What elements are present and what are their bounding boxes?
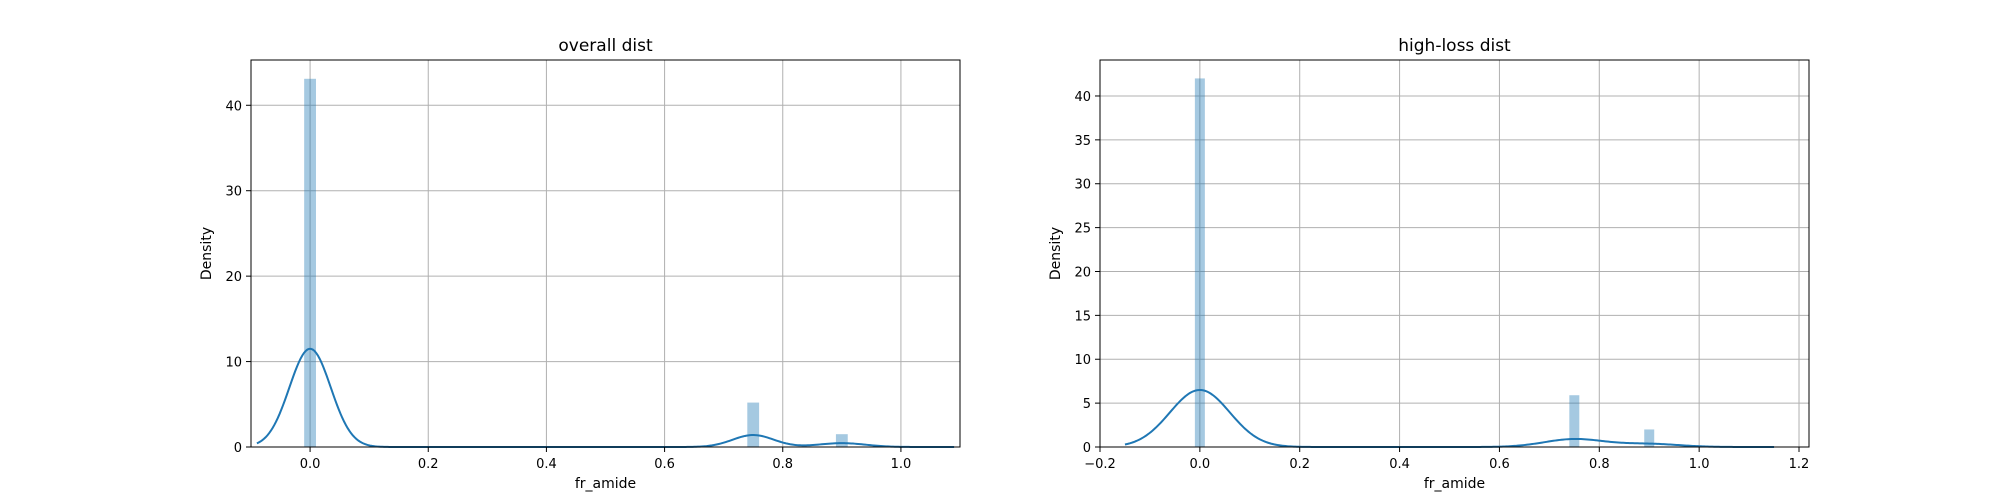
y-tick-label: 40	[225, 99, 242, 114]
y-tick-label: 10	[1074, 353, 1091, 368]
y-tick-label: 25	[1074, 222, 1091, 237]
y-tick-label: 30	[1074, 178, 1091, 193]
y-tick-label: 20	[225, 270, 242, 285]
histogram-bar	[835, 434, 848, 447]
y-tick-label: 5	[1083, 397, 1091, 412]
y-tick-label: 20	[1074, 265, 1091, 280]
chart-title: overall dist	[558, 36, 653, 56]
axes-frame	[1099, 59, 1810, 448]
x-tick-label: 1.0	[891, 457, 912, 472]
x-tick-label: 0.6	[1489, 457, 1510, 472]
histogram-bar	[1194, 78, 1205, 447]
histogram-bar	[747, 402, 760, 447]
x-tick-label: 0.6	[654, 457, 675, 472]
y-tick-label: 0	[234, 441, 242, 456]
x-tick-label: 1.0	[1689, 457, 1710, 472]
x-tick-label: 1.2	[1789, 457, 1810, 472]
chart-title: high-loss dist	[1398, 36, 1511, 56]
y-tick-label: 30	[225, 185, 242, 200]
x-tick-label: 0.4	[1389, 457, 1410, 472]
x-tick-label: −0.2	[1084, 457, 1116, 472]
x-tick-label: 0.2	[418, 457, 439, 472]
chart-1: −0.2 0.0 0.2 0.4 0.6 0.8 1.0 1.2 0 5 10 15 20 25 30 35 4…	[1048, 36, 1810, 492]
kde-line	[1124, 388, 1775, 448]
y-tick-label: 10	[225, 356, 242, 371]
y-tick-label: 0	[1083, 441, 1091, 456]
chart-0: 0.0 0.2 0.4 0.6 0.8 1.0 0 10 20 30 40 overall dist f…	[199, 36, 961, 492]
histogram-bar	[1569, 395, 1580, 447]
y-axis-label: Density	[1048, 227, 1064, 280]
histogram-bar	[1644, 429, 1655, 447]
x-tick-label: 0.0	[1190, 457, 1211, 472]
y-tick-label: 40	[1074, 90, 1091, 105]
kde-line	[256, 347, 955, 448]
gridlines	[251, 60, 960, 448]
y-axis-label: Density	[199, 227, 215, 280]
x-tick-label: 0.0	[300, 457, 321, 472]
x-axis-label: fr_amide	[575, 476, 636, 492]
y-tick-label: 35	[1074, 134, 1091, 149]
x-tick-label: 0.8	[772, 457, 793, 472]
x-tick-label: 0.8	[1589, 457, 1610, 472]
x-tick-label: 0.2	[1289, 457, 1310, 472]
x-tick-label: 0.4	[536, 457, 557, 472]
x-axis-label: fr_amide	[1424, 476, 1485, 492]
y-tick-label: 15	[1074, 309, 1091, 324]
axes-frame	[250, 59, 961, 448]
histogram-bar	[304, 78, 316, 447]
gridlines	[1099, 60, 1809, 448]
